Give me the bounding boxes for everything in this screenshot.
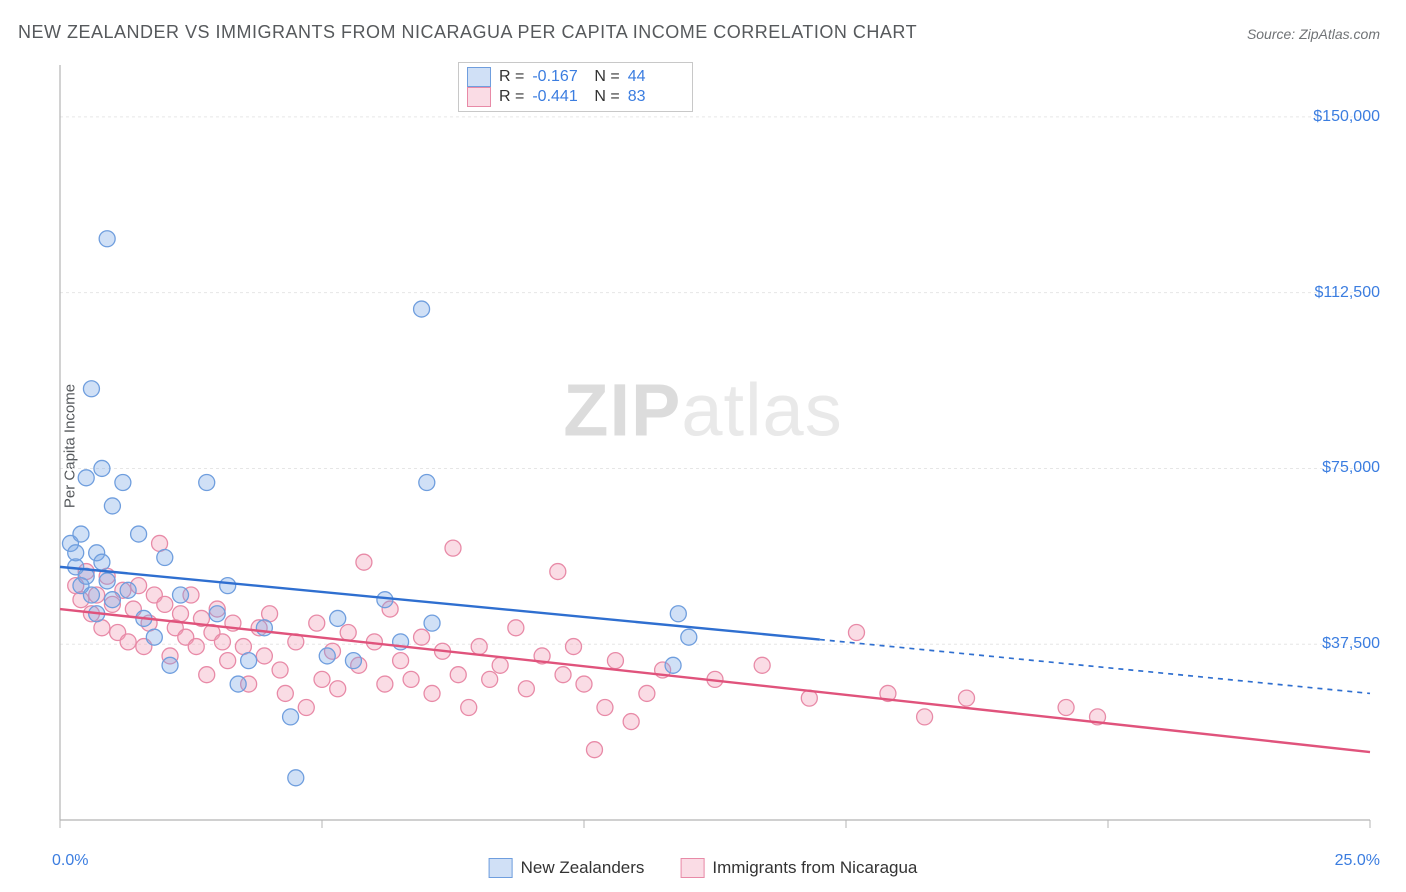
n-value-ni: 83	[628, 88, 682, 106]
n-value-nz: 44	[628, 68, 682, 86]
legend-item-ni: Immigrants from Nicaragua	[680, 858, 917, 878]
legend-item-nz: New Zealanders	[489, 858, 645, 878]
x-max-label: 25.0%	[1335, 852, 1380, 870]
r-value-nz: -0.167	[532, 68, 586, 86]
chart-title: NEW ZEALANDER VS IMMIGRANTS FROM NICARAG…	[18, 22, 917, 43]
y-tick-label: $112,500	[1314, 284, 1380, 302]
x-min-label: 0.0%	[52, 852, 88, 870]
r-value-ni: -0.441	[532, 88, 586, 106]
swatch-nz	[467, 67, 491, 87]
stats-row-ni: R = -0.441 N = 83	[467, 87, 682, 107]
legend-label-ni: Immigrants from Nicaragua	[712, 858, 917, 878]
stats-box: R = -0.167 N = 44 R = -0.441 N = 83	[458, 62, 693, 112]
swatch-ni-icon	[680, 858, 704, 878]
y-tick-label: $75,000	[1322, 459, 1380, 477]
y-tick-label: $37,500	[1322, 635, 1380, 653]
scatter-plot	[50, 60, 1380, 840]
swatch-ni	[467, 87, 491, 107]
source-attribution: Source: ZipAtlas.com	[1247, 26, 1380, 42]
stats-row-nz: R = -0.167 N = 44	[467, 67, 682, 87]
legend: New Zealanders Immigrants from Nicaragua	[489, 858, 918, 878]
legend-label-nz: New Zealanders	[521, 858, 645, 878]
y-tick-label: $150,000	[1313, 108, 1380, 126]
swatch-nz-icon	[489, 858, 513, 878]
